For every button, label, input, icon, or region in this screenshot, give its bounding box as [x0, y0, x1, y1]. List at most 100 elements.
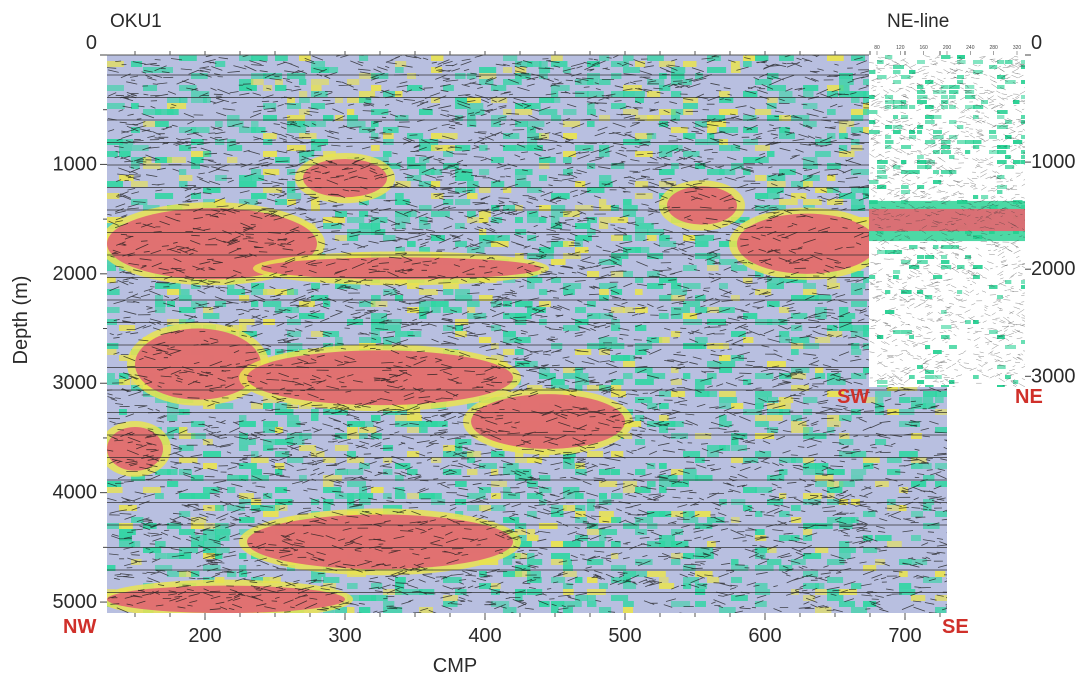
amplitude-cell	[623, 205, 638, 211]
amplitude-cell	[167, 97, 181, 103]
amplitude-cell	[203, 541, 221, 547]
amplitude-cell	[587, 79, 599, 85]
amplitude-cell	[791, 349, 799, 355]
amplitude-cell	[431, 457, 442, 463]
amplitude-cell	[359, 199, 369, 205]
amplitude-cell	[623, 355, 635, 361]
amplitude-cell	[767, 559, 782, 565]
amplitude-cell	[251, 193, 267, 199]
ne-amplitude-cell	[901, 115, 909, 119]
amplitude-cell	[623, 211, 637, 217]
amplitude-cell	[191, 163, 201, 169]
ne-line-high-amplitude	[869, 200, 1025, 242]
ne-amplitude-cell	[941, 265, 952, 269]
amplitude-cell	[119, 409, 127, 415]
amplitude-cell	[575, 247, 589, 253]
amplitude-cell	[575, 235, 592, 241]
amplitude-cell	[515, 571, 531, 577]
ne-amplitude-cell	[877, 175, 888, 179]
amplitude-cell	[239, 553, 247, 559]
amplitude-cell	[803, 529, 813, 535]
amplitude-cell	[299, 157, 309, 163]
amplitude-cell	[659, 337, 670, 343]
amplitude-cell	[347, 499, 355, 505]
amplitude-cell	[671, 91, 682, 97]
amplitude-cell	[707, 577, 720, 583]
amplitude-cell	[263, 397, 279, 403]
ne-amplitude-cell	[917, 60, 925, 64]
amplitude-cell	[875, 391, 891, 397]
amplitude-cell	[575, 505, 586, 511]
ne-amplitude-cell	[1005, 145, 1011, 149]
amplitude-cell	[791, 373, 807, 379]
amplitude-cell	[563, 211, 580, 217]
amplitude-cell	[431, 211, 450, 217]
amplitude-cell	[503, 493, 521, 499]
ne-top-tick-label: 80	[874, 45, 880, 51]
amplitude-cell	[563, 583, 573, 589]
amplitude-cell	[659, 85, 671, 91]
amplitude-cell	[599, 529, 618, 535]
amplitude-cell	[779, 331, 790, 337]
amplitude-cell	[443, 85, 454, 91]
amplitude-cell	[563, 325, 580, 331]
amplitude-cell	[755, 271, 764, 277]
amplitude-cell	[251, 175, 264, 181]
amplitude-cell	[347, 217, 365, 223]
ne-amplitude-cell	[1005, 60, 1013, 64]
amplitude-cell	[719, 355, 731, 361]
amplitude-cell	[911, 535, 921, 541]
ne-amplitude-cell	[925, 120, 935, 124]
amplitude-cell	[395, 409, 413, 415]
amplitude-cell	[767, 319, 785, 325]
amplitude-cell	[491, 325, 502, 331]
amplitude-cell	[167, 301, 175, 307]
amplitude-cell	[575, 469, 587, 475]
amplitude-cell	[671, 331, 681, 337]
amplitude-cell	[239, 55, 254, 61]
amplitude-cell	[503, 67, 513, 73]
amplitude-cell	[167, 103, 187, 109]
amplitude-cell	[287, 145, 306, 151]
amplitude-cell	[311, 103, 326, 109]
amplitude-cell	[635, 559, 653, 565]
amplitude-cell	[659, 541, 678, 547]
amplitude-cell	[815, 307, 827, 313]
ne-amplitude-cell	[925, 345, 931, 349]
amplitude-cell	[803, 91, 814, 97]
ne-amplitude-cell	[997, 150, 1007, 154]
amplitude-cell	[803, 289, 817, 295]
x-tick-label: 600	[748, 625, 781, 647]
ne-amplitude-cell	[1021, 115, 1025, 119]
amplitude-cell	[275, 403, 292, 409]
amplitude-cell	[587, 121, 595, 127]
amplitude-cell	[827, 391, 845, 397]
amplitude-cell	[347, 115, 359, 121]
amplitude-cell	[491, 97, 508, 103]
amplitude-cell	[179, 553, 192, 559]
amplitude-cell	[491, 451, 505, 457]
amplitude-cell	[395, 475, 404, 481]
amplitude-cell	[395, 493, 406, 499]
ne-amplitude-cell	[885, 125, 893, 129]
amplitude-cell	[503, 487, 511, 493]
amplitude-cell	[515, 319, 527, 325]
amplitude-cell	[527, 553, 535, 559]
ne-amplitude-cell	[885, 145, 892, 149]
amplitude-cell	[527, 529, 536, 535]
amplitude-cell	[443, 133, 458, 139]
amplitude-cell	[695, 121, 715, 127]
amplitude-cell	[623, 199, 632, 205]
amplitude-cell	[323, 67, 339, 73]
amplitude-cell	[515, 121, 529, 127]
amplitude-cell	[383, 133, 394, 139]
amplitude-cell	[131, 181, 148, 187]
amplitude-cell	[719, 397, 738, 403]
amplitude-cell	[851, 127, 864, 133]
amplitude-cell	[731, 433, 748, 439]
amplitude-cell	[611, 565, 627, 571]
ne-amplitude-cell	[925, 165, 932, 169]
amplitude-cell	[191, 193, 202, 199]
amplitude-cell	[827, 427, 835, 433]
amplitude-cell	[395, 577, 406, 583]
